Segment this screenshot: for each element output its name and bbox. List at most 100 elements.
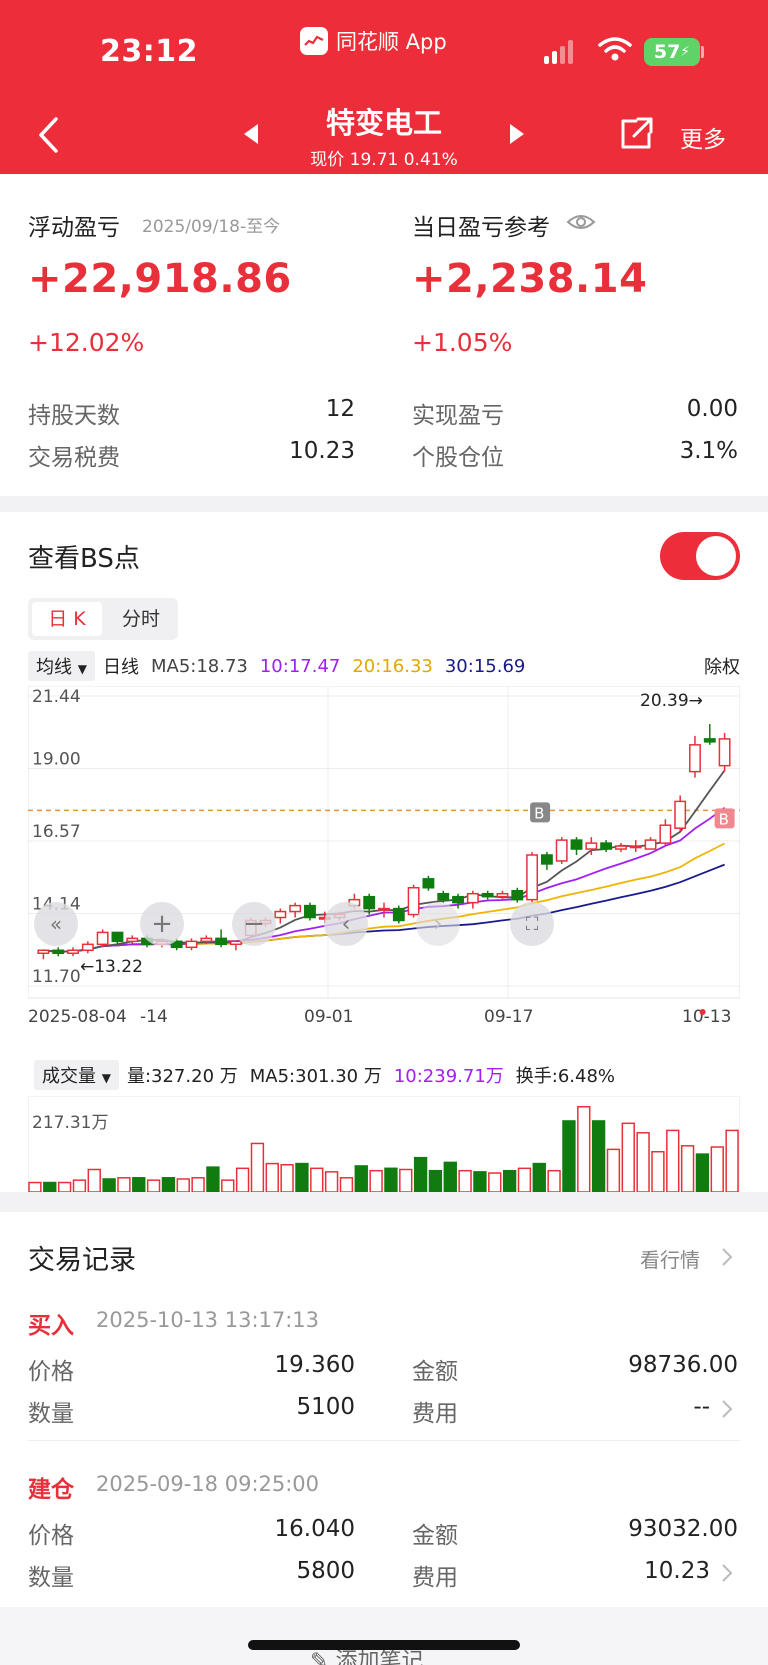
volume-bar (146, 1179, 161, 1192)
candle-body (52, 949, 65, 954)
fee-value[interactable]: -- (693, 1394, 710, 1420)
candle-body (600, 842, 613, 850)
fullscreen-icon[interactable]: ⛶ (510, 902, 554, 946)
candle-body (185, 940, 198, 949)
adjust-label[interactable]: 除权 (704, 657, 740, 678)
candle-body (511, 889, 524, 901)
candle-body (496, 892, 509, 898)
tab-day-k[interactable]: 日 K (32, 602, 102, 636)
volume-y-label: 217.31万 (32, 1113, 108, 1133)
candle-body (111, 931, 124, 943)
candle-body (200, 937, 213, 943)
candle-body (422, 878, 435, 889)
caret-down-icon: ▼ (101, 1071, 111, 1085)
quantity-value: 5800 (296, 1558, 355, 1584)
volume-bar (191, 1177, 205, 1192)
low-price-label: ←13.22 (80, 957, 143, 977)
bs-title: 查看BS点 (28, 544, 140, 574)
float-profit-label: 浮动盈亏 (28, 215, 120, 241)
realized-profit-label: 实现盈亏 (412, 403, 504, 429)
candle-body (703, 738, 716, 743)
volume-bar (606, 1148, 621, 1192)
tab-intraday[interactable]: 分时 (121, 608, 160, 630)
chevron-right-icon[interactable] (720, 1562, 734, 1584)
volume-bar (102, 1178, 116, 1192)
candle-body (67, 949, 79, 954)
price-value: 16.040 (274, 1516, 355, 1542)
volume-bar (413, 1156, 428, 1192)
volume-bar (399, 1168, 413, 1192)
zoom-out-icon[interactable]: − (232, 902, 276, 946)
signal-icon (544, 40, 573, 64)
candle-body (229, 940, 242, 946)
hold-days-value: 12 (325, 396, 355, 422)
chevron-left-icon[interactable] (36, 115, 62, 155)
candle-body (170, 940, 183, 949)
candle-body (392, 907, 405, 922)
volume-dropdown[interactable]: 成交量 ▼ (34, 1060, 119, 1090)
ma20-value: 20:16.33 (352, 655, 433, 677)
amount-value: 98736.00 (628, 1352, 738, 1378)
tax-fee-value: 10.23 (289, 438, 355, 464)
candle-body (215, 937, 228, 946)
volume-bars (28, 1096, 740, 1192)
x-tick-label: 09-17 (484, 1007, 533, 1027)
add-note-label: 添加笔记 (335, 1649, 424, 1665)
eye-icon[interactable] (566, 210, 596, 234)
status-app-indicator[interactable]: 同花顺 App (300, 26, 447, 56)
candle-body (555, 839, 568, 862)
ma-dropdown[interactable]: 均线 ▼ (28, 651, 95, 681)
zoom-in-icon[interactable]: + (140, 902, 184, 946)
volume-bar (132, 1177, 146, 1192)
trade-type: 建仓 (28, 1477, 74, 1503)
candle-body (37, 949, 50, 954)
kline-chart[interactable]: 21.4419.0016.5714.1411.7020.39→←13.22202… (28, 686, 740, 1046)
price-value: 19.360 (274, 1352, 355, 1378)
kline-labels: 21.4419.0016.5714.1411.7020.39→←13.22202… (28, 687, 735, 1027)
trade-time: 2025-10-13 13:17:13 (96, 1308, 320, 1332)
divider (28, 1440, 740, 1441)
add-note-button[interactable]: ✎ 添加笔记 (310, 1643, 423, 1665)
volume-bar (725, 1129, 739, 1192)
prev-stock-icon[interactable] (244, 124, 258, 144)
volume-bar (517, 1167, 532, 1192)
chevron-right-icon[interactable] (720, 1398, 734, 1420)
volume-bar (532, 1162, 546, 1192)
tax-fee-label: 交易税费 (28, 445, 120, 471)
volume-bar (176, 1178, 190, 1192)
stock-title: 特变电工 (325, 106, 442, 140)
buy-marker (714, 808, 735, 829)
toggle-knob (696, 536, 736, 576)
hold-days-label: 持股天数 (28, 403, 120, 429)
volume-bar (710, 1146, 724, 1192)
bottom-bar (0, 1607, 768, 1665)
candle-body (659, 824, 672, 844)
bs-toggle[interactable] (660, 532, 740, 580)
volume-value: 量:327.20 万 (126, 1066, 238, 1087)
scroll-left-icon[interactable]: ‹ (324, 902, 368, 946)
fee-label: 费用 (412, 1401, 458, 1427)
volume-bar (591, 1120, 606, 1192)
buy-marker-text: B (534, 804, 544, 822)
fee-value[interactable]: 10.23 (644, 1558, 710, 1584)
scroll-right-icon[interactable]: › (416, 902, 460, 946)
x-tick-label: 10-13 (682, 1007, 731, 1027)
home-indicator (248, 1640, 520, 1650)
next-stock-icon[interactable] (510, 124, 524, 144)
share-icon[interactable] (618, 116, 654, 152)
volume-bar (473, 1171, 487, 1192)
volume-bar (428, 1169, 443, 1192)
more-button[interactable]: 更多 (680, 127, 726, 153)
volume-ma5: MA5:301.30 万 (249, 1066, 382, 1087)
candle-body (407, 886, 420, 916)
candle-body (437, 892, 450, 901)
rewind-icon[interactable]: « (34, 902, 78, 946)
current-dot (699, 1009, 706, 1015)
candle-body (274, 910, 287, 919)
candle-body (452, 895, 464, 904)
volume-bar (369, 1169, 383, 1192)
view-quote-link[interactable]: 看行情 (640, 1248, 700, 1272)
buy-marker (530, 802, 551, 823)
volume-chart[interactable]: 217.31万 (28, 1096, 740, 1192)
trade-type: 买入 (28, 1313, 74, 1339)
